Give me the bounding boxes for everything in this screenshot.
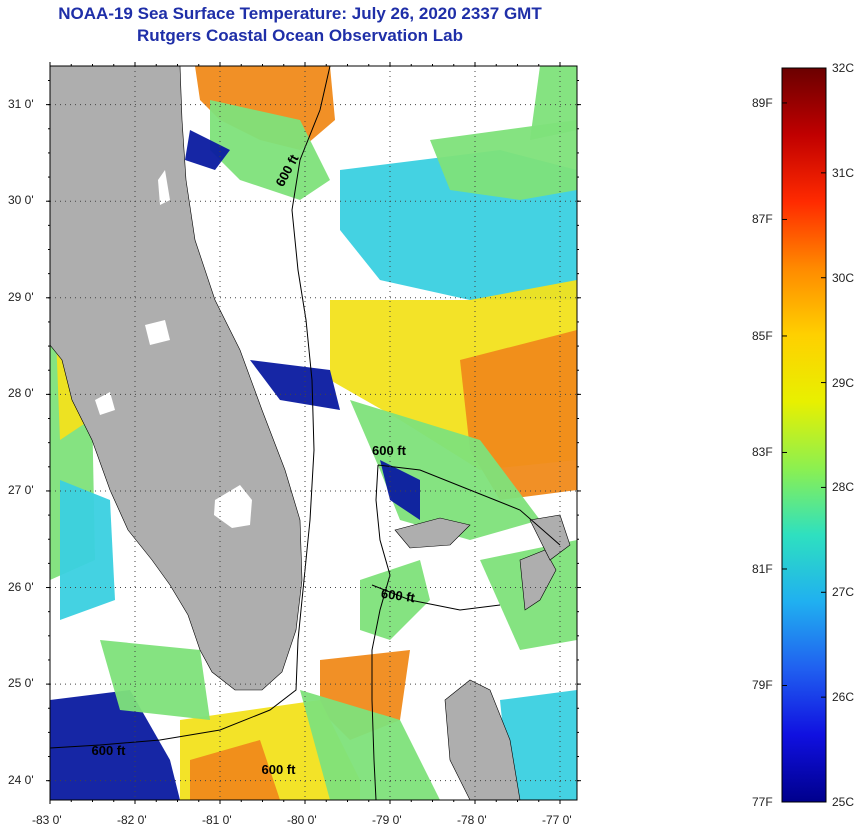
lat-tick-label: 29 0' — [8, 289, 34, 304]
lon-tick-label: -83 0' — [32, 813, 62, 827]
celsius-label: 29C — [832, 375, 855, 390]
celsius-label: 27C — [832, 585, 855, 600]
lon-tick-label: -78 0' — [457, 813, 487, 827]
fahrenheit-label: 87F — [752, 212, 773, 227]
lat-tick-label: 31 0' — [8, 96, 34, 111]
lat-tick-label: 27 0' — [8, 482, 34, 497]
celsius-label: 30C — [832, 270, 855, 285]
lat-tick-label: 30 0' — [8, 193, 34, 208]
fahrenheit-label: 83F — [752, 445, 773, 460]
map-frame — [49, 65, 578, 801]
lon-tick-label: -77 0' — [542, 813, 572, 827]
lon-tick-label: -82 0' — [117, 813, 147, 827]
celsius-label: 32C — [832, 61, 855, 75]
sst-field — [50, 66, 577, 800]
isobath-label: 600 ft — [261, 762, 296, 778]
lon-tick-label: -81 0' — [202, 813, 232, 827]
lat-tick-label: 28 0' — [8, 386, 34, 401]
lat-tick-label: 26 0' — [8, 579, 34, 594]
celsius-label: 28C — [832, 480, 855, 495]
lon-tick-label: -80 0' — [287, 813, 317, 827]
land — [50, 66, 571, 800]
fahrenheit-label: 79F — [752, 678, 773, 693]
lon-tick-label: -79 0' — [372, 813, 402, 827]
celsius-label: 26C — [832, 690, 855, 705]
celsius-label: 25C — [832, 795, 855, 809]
lat-tick-label: 24 0' — [8, 772, 34, 787]
fahrenheit-label: 77F — [752, 795, 773, 809]
fahrenheit-label: 89F — [752, 95, 773, 110]
map-subtitle: Rutgers Coastal Ocean Observation Lab — [137, 26, 463, 45]
fahrenheit-label: 81F — [752, 561, 773, 576]
color-scale-ticks — [782, 67, 826, 803]
fahrenheit-label: 85F — [752, 328, 773, 343]
isobath-label: 600 ft — [372, 443, 406, 459]
isobath-label: 600 ft — [91, 742, 126, 758]
lat-tick-label: 25 0' — [8, 676, 34, 691]
celsius-label: 31C — [832, 165, 855, 180]
color-scale-bar — [781, 67, 827, 803]
map-title: NOAA-19 Sea Surface Temperature: July 26… — [58, 4, 542, 23]
isobath-contours — [50, 66, 561, 800]
inland-features — [95, 170, 252, 528]
